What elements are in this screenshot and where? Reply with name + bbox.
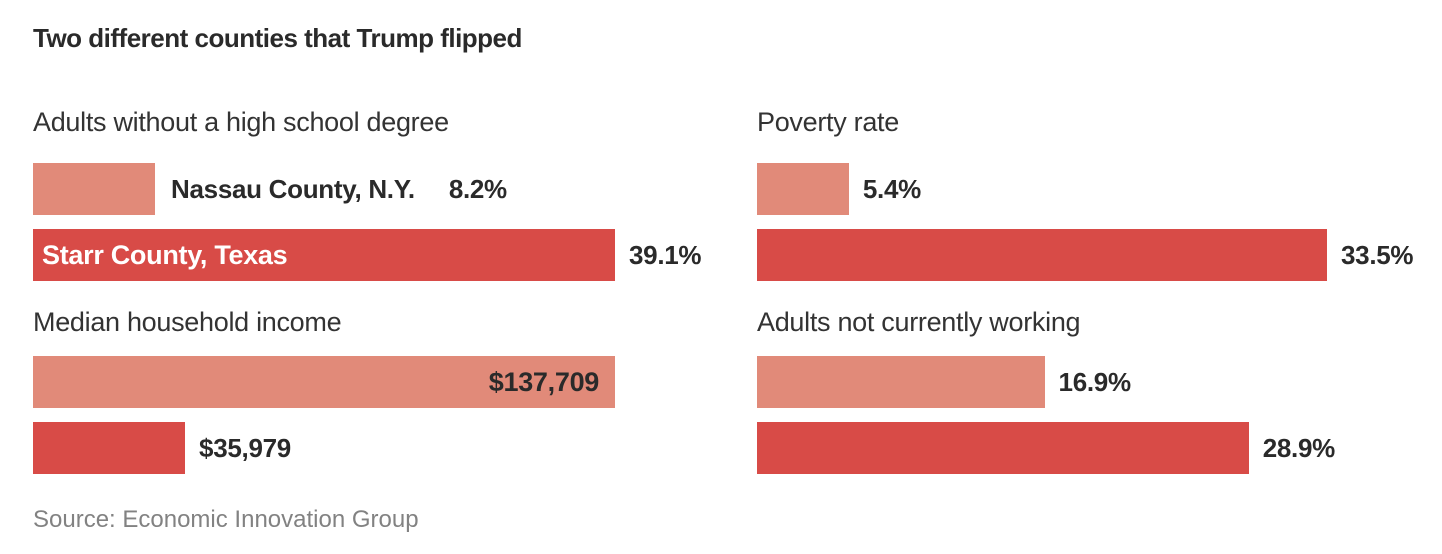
bar-nassau-poverty	[757, 163, 849, 215]
value-label: 28.9%	[1262, 432, 1336, 463]
bar-row-nassau: Nassau County, N.Y. 8.2%	[33, 163, 615, 215]
bar-row-starr: Starr County, Texas 39.1%	[33, 229, 702, 281]
bar-row-starr: 33.5%	[757, 229, 1414, 281]
bar-starr-no-hs: Starr County, Texas	[33, 229, 615, 281]
chart-title: Two different counties that Trump flippe…	[33, 23, 522, 53]
value-label: 16.9%	[1058, 366, 1132, 397]
section-title: Adults without a high school degree	[33, 107, 449, 137]
bar-starr-income	[33, 422, 186, 474]
value-label-inside: $137,709	[488, 366, 600, 397]
value-label: 8.2%	[448, 173, 507, 204]
bar-row-nassau: 5.4%	[757, 163, 1327, 215]
county-label-nassau: Nassau County, N.Y.	[171, 173, 415, 204]
source-note: Source: Economic Innovation Group	[33, 506, 419, 533]
bar-nassau-not-working	[757, 356, 1045, 408]
section-adults-not-working: Adults not currently working 16.9% 28.9%	[757, 306, 1335, 474]
bar-nassau-no-hs	[33, 163, 156, 215]
value-label: $35,979	[199, 432, 291, 463]
section-title: Adults not currently working	[757, 307, 1081, 337]
bar-row-starr: 28.9%	[757, 422, 1335, 474]
section-poverty-rate: Poverty rate 5.4% 33.5%	[757, 106, 1414, 281]
section-adults-without-hs-degree: Adults without a high school degree Nass…	[33, 106, 702, 281]
bar-starr-not-working	[757, 422, 1249, 474]
section-median-household-income: Median household income $137,709 $35,979	[33, 306, 615, 474]
county-label-starr: Starr County, Texas	[42, 240, 288, 270]
section-title: Median household income	[33, 307, 342, 337]
bar-row-starr: $35,979	[33, 422, 615, 474]
bar-starr-poverty	[757, 229, 1327, 281]
value-label: 39.1%	[629, 239, 702, 270]
value-label: 33.5%	[1341, 239, 1414, 270]
bar-row-nassau: $137,709	[33, 356, 615, 408]
bar-nassau-income: $137,709	[33, 356, 615, 408]
value-label: 5.4%	[862, 173, 921, 204]
bar-row-nassau: 16.9%	[757, 356, 1327, 408]
section-title: Poverty rate	[757, 107, 899, 137]
